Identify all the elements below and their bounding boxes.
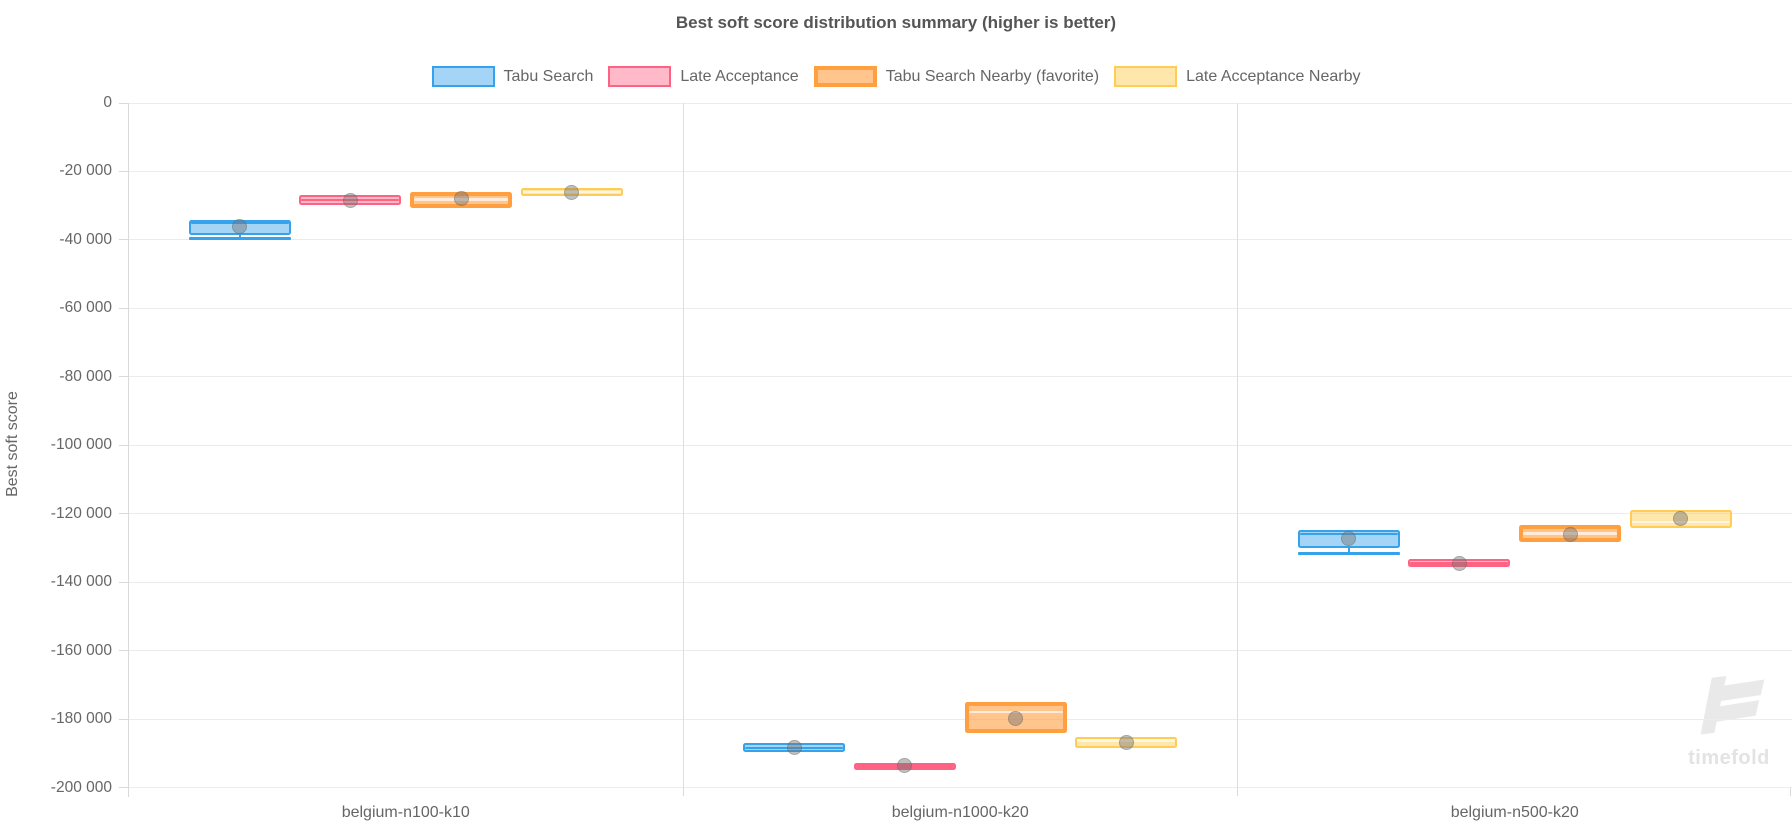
y-axis-tick (118, 581, 129, 583)
legend-item-0[interactable]: Tabu Search (431, 66, 594, 87)
watermark-label: timefold (1688, 747, 1770, 769)
y-axis-tick (118, 307, 129, 309)
gridline-y (128, 650, 1792, 652)
mean-dot (1341, 530, 1357, 546)
y-axis-tick (118, 102, 129, 104)
gridline-y (128, 444, 1792, 446)
gridline-y (128, 513, 1792, 515)
legend-item-3[interactable]: Late Acceptance Nearby (1114, 66, 1360, 87)
x-axis-tick (1790, 787, 1791, 796)
whisker-cap (188, 237, 291, 240)
x-axis-tick (1237, 787, 1238, 796)
y-axis-tick (118, 170, 129, 172)
y-tick-label: -100 000 (50, 436, 112, 454)
legend-swatch-icon (608, 66, 672, 87)
gridline-y (128, 581, 1792, 583)
gridline-y (128, 170, 1792, 172)
y-tick-label: -180 000 (50, 710, 112, 728)
mean-dot (1008, 710, 1024, 726)
mean-dot (786, 739, 802, 755)
y-tick-label: -60 000 (59, 299, 112, 317)
chart-title: Best soft score distribution summary (hi… (675, 13, 1117, 32)
y-tick-label: -140 000 (50, 573, 112, 591)
x-axis-tick (682, 787, 684, 796)
y-axis-tick (118, 787, 129, 788)
y-tick-label: -80 000 (59, 367, 112, 385)
whisker-cap (1297, 552, 1400, 555)
mean-dot (1673, 510, 1689, 526)
chart-legend: Tabu Search Late Acceptance Tabu Search Ne… (0, 66, 1792, 87)
legend-item-label: Tabu Search (503, 67, 594, 85)
whisker-line (238, 235, 241, 239)
legend-swatch-icon (431, 66, 495, 87)
x-category-label: belgium-n500-k20 (1450, 803, 1579, 821)
y-axis-line (128, 103, 129, 797)
timefold-logo-icon (1700, 676, 1765, 735)
y-axis-tick (118, 718, 129, 720)
y-axis-tick (118, 239, 129, 241)
legend-swatch-icon (813, 66, 877, 87)
panel-separator (1237, 103, 1238, 788)
legend-item-label: Late Acceptance (680, 67, 799, 85)
y-tick-label: -120 000 (50, 504, 112, 522)
panel-separator (682, 103, 684, 788)
y-axis-tick (118, 444, 129, 446)
y-tick-label: -20 000 (59, 162, 112, 180)
legend-item-1[interactable]: Late Acceptance (608, 66, 799, 87)
gridline-y (128, 239, 1792, 241)
mean-dot (342, 192, 358, 208)
gridline-y (128, 376, 1792, 378)
y-tick-label: -200 000 (50, 778, 112, 796)
legend-item-label: Late Acceptance Nearby (1186, 67, 1361, 85)
timefold-watermark: timefold (1684, 676, 1774, 770)
x-category-label: belgium-n100-k10 (341, 803, 470, 821)
legend-item-2[interactable]: Tabu Search Nearby (favorite) (813, 66, 1100, 87)
mean-dot (453, 190, 469, 206)
mean-dot (897, 758, 913, 774)
y-axis-tick (118, 650, 129, 652)
mean-dot (564, 184, 580, 200)
x-category-label: belgium-n1000-k20 (891, 803, 1029, 821)
mean-dot (1451, 555, 1467, 571)
gridline-y (128, 718, 1792, 720)
y-axis-tick (118, 513, 129, 515)
legend-swatch-icon (1114, 66, 1178, 87)
y-tick-label: -40 000 (59, 230, 112, 248)
mean-dot (1562, 526, 1578, 542)
gridline-y (128, 307, 1792, 309)
mean-dot (232, 219, 248, 235)
whisker-line (1347, 548, 1350, 554)
legend-item-label: Tabu Search Nearby (favorite) (885, 67, 1100, 85)
gridline-y (128, 787, 1792, 788)
y-tick-label: -160 000 (50, 641, 112, 659)
mean-dot (1118, 735, 1134, 751)
y-axis-tick (118, 376, 129, 378)
y-tick-label: 0 (103, 94, 112, 111)
gridline-y (128, 102, 1792, 104)
